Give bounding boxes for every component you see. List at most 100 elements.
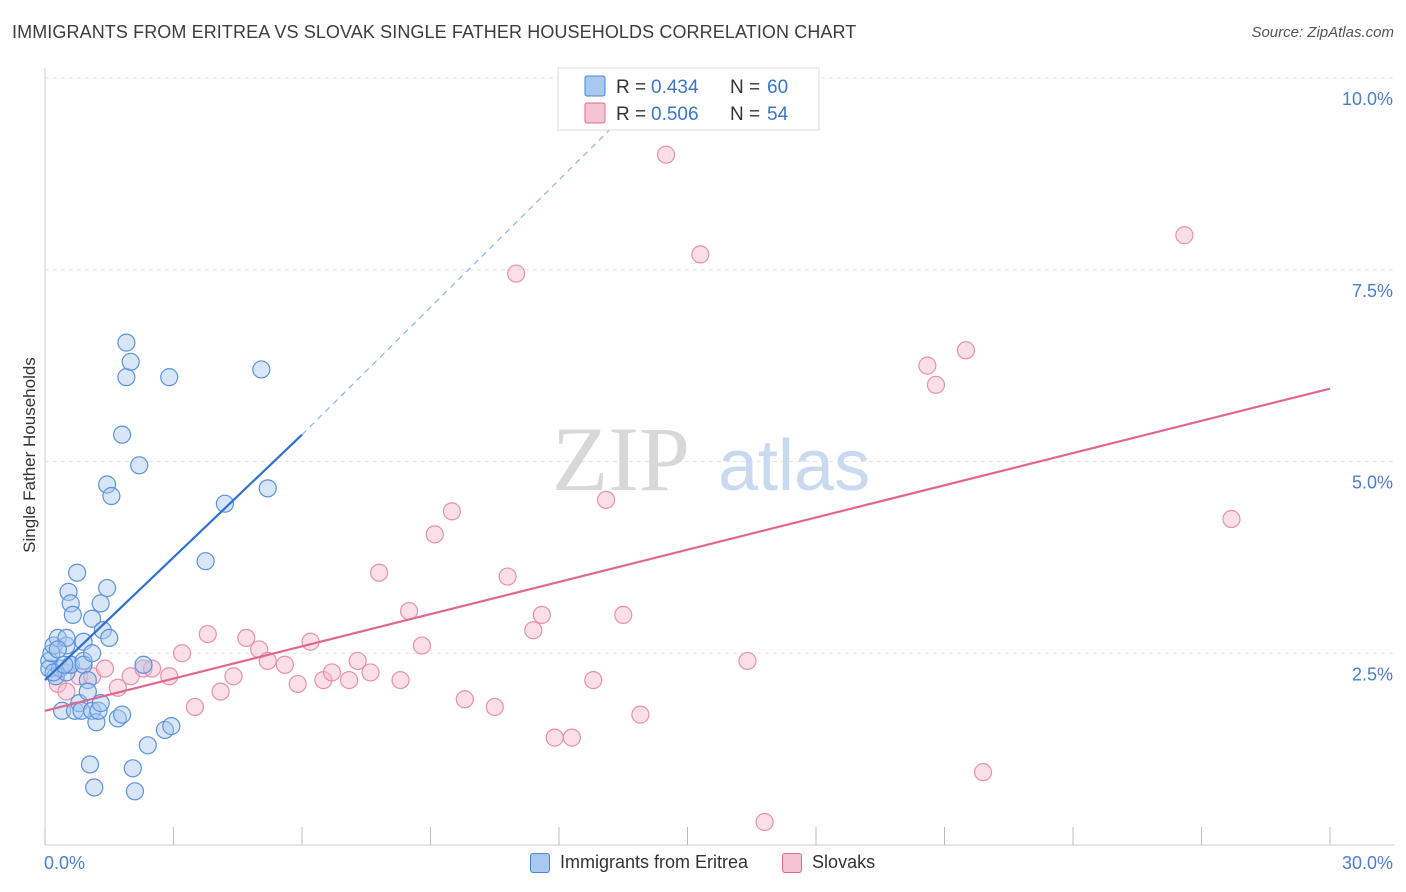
slovaks-point: [185, 697, 205, 717]
y-tick-label: 2.5%: [1352, 664, 1393, 684]
eritrea-trendline-extension: [301, 115, 624, 436]
slovaks-point: [597, 490, 616, 509]
slovaks-point: [142, 659, 162, 678]
slovaks-point: [95, 659, 115, 678]
slovaks-point: [532, 605, 551, 625]
slovaks-point: [172, 644, 192, 663]
eritrea-point: [59, 582, 78, 601]
eritrea-point: [63, 605, 82, 625]
eritrea-point: [91, 594, 110, 613]
slovaks-point: [322, 663, 342, 682]
slovaks-point: [507, 264, 526, 283]
slovaks-point: [455, 690, 474, 709]
legend-swatch-blue: [584, 75, 606, 97]
eritrea-point: [130, 456, 149, 475]
legend-label-eritrea: Immigrants from Eritrea: [560, 852, 749, 872]
slovaks-point: [485, 697, 504, 717]
eritrea-point: [87, 713, 106, 732]
legend-swatch-eritrea: [530, 852, 550, 873]
slovaks-point: [237, 628, 256, 648]
y-tick-label: 7.5%: [1352, 281, 1393, 301]
eritrea-point: [138, 736, 157, 755]
eritrea-point: [98, 475, 117, 494]
slovaks-point: [391, 670, 410, 690]
chart-title: IMMIGRANTS FROM ERITREA VS SLOVAK SINGLE…: [12, 22, 857, 42]
eritrea-point: [102, 486, 121, 506]
slovaks-point: [656, 145, 676, 164]
slovaks-point: [361, 663, 380, 682]
legend-r-value-pink: 0.506: [651, 104, 699, 125]
slovaks-trendline: [44, 387, 1331, 712]
eritrea-point: [55, 655, 74, 674]
slovaks-point: [691, 245, 710, 264]
eritrea-point: [117, 333, 136, 352]
slovaks-point: [524, 621, 543, 640]
eritrea-point: [252, 360, 271, 379]
legend-r-label-pink: R =: [616, 104, 646, 125]
axes: [44, 68, 1395, 846]
legend-r-label-blue: R =: [616, 77, 646, 98]
watermark-atlas: atlas: [718, 426, 870, 506]
legend-n-value-blue: 60: [767, 77, 788, 98]
slovaks-points: [48, 145, 1241, 832]
legend-swatch-pink: [584, 102, 606, 124]
slovaks-point: [425, 525, 444, 544]
eritrea-point: [112, 425, 132, 444]
y-tick-label: 5.0%: [1352, 473, 1393, 493]
eritrea-point: [215, 494, 234, 513]
legend-n-label-pink: N =: [730, 104, 760, 125]
slovaks-point: [755, 812, 774, 832]
slovaks-point: [926, 375, 946, 394]
eritrea-point: [134, 655, 153, 674]
eritrea-points: [40, 333, 277, 801]
eritrea-point: [196, 552, 215, 571]
watermark: ZIP atlas: [552, 408, 870, 510]
slovaks-point: [918, 356, 937, 375]
slovaks-point: [288, 674, 307, 694]
legend-swatch-slovaks: [782, 852, 803, 873]
slovaks-point: [973, 763, 993, 782]
eritrea-point: [125, 782, 145, 801]
eritrea-point: [258, 479, 277, 498]
slovaks-point: [545, 728, 564, 747]
slovaks-point: [211, 682, 230, 701]
eritrea-point: [100, 628, 119, 648]
legend-item-slovaks[interactable]: Slovaks: [782, 852, 875, 873]
slovaks-point: [1175, 226, 1194, 245]
slovaks-point: [584, 670, 603, 690]
eritrea-trendline: [44, 433, 303, 681]
eritrea-point: [61, 594, 80, 613]
legend-n-value-pink: 54: [767, 104, 789, 125]
grid-lines: [45, 77, 1395, 654]
slovaks-point: [562, 728, 581, 747]
eritrea-point: [57, 636, 76, 655]
slovaks-point: [1222, 509, 1241, 529]
slovaks-point: [412, 636, 432, 655]
eritrea-point: [162, 717, 181, 736]
eritrea-point: [83, 644, 102, 663]
tick-labels: 2.5% 5.0% 7.5% 10.0% 0.0% 30.0%: [44, 89, 1393, 873]
y-axis-label: Single Father Households: [20, 357, 39, 553]
legend-item-eritrea[interactable]: Immigrants from Eritrea: [530, 852, 748, 873]
eritrea-point: [98, 578, 117, 598]
slovaks-point: [57, 682, 76, 701]
eritrea-point: [68, 563, 87, 582]
eritrea-point: [117, 368, 136, 387]
eritrea-point: [48, 640, 67, 659]
slovaks-point: [370, 563, 389, 582]
slovaks-point: [614, 605, 633, 625]
y-tick-label: 10.0%: [1342, 89, 1393, 109]
legend-r-value-blue: 0.434: [651, 77, 699, 98]
slovaks-point: [442, 502, 462, 521]
slovaks-point: [348, 651, 367, 671]
slovaks-point: [198, 624, 217, 644]
slovaks-point: [340, 670, 359, 690]
eritrea-point: [112, 705, 132, 724]
x-tick-label: 30.0%: [1342, 853, 1393, 873]
trendlines: [44, 115, 1331, 712]
slovaks-point: [275, 655, 294, 674]
eritrea-point: [80, 755, 100, 774]
slovaks-point: [956, 341, 976, 360]
series-legend: Immigrants from Eritrea Slovaks: [530, 852, 909, 873]
